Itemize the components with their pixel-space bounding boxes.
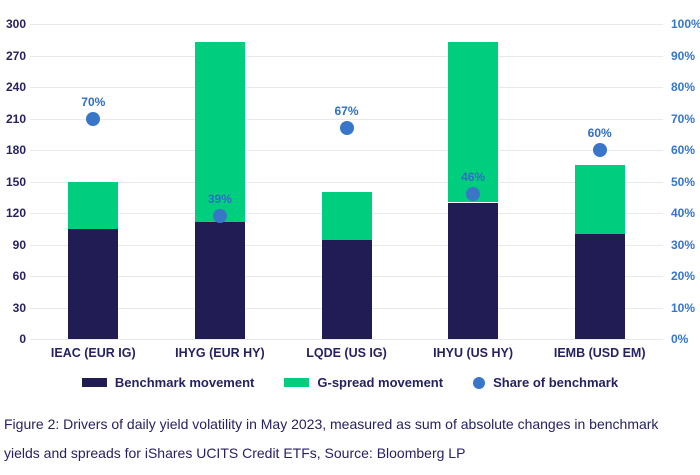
right-axis-tick: 70%	[671, 111, 696, 126]
left-axis-tick: 0	[19, 332, 26, 346]
gridline	[30, 55, 663, 57]
left-axis-tick: 300	[5, 17, 26, 31]
left-axis-tick: 60	[12, 269, 26, 283]
left-axis-tick: 180	[5, 143, 26, 157]
x-axis-category-label: IHYG (EUR HY)	[175, 346, 265, 360]
gridline	[30, 181, 663, 183]
benchmark-swatch-icon	[81, 378, 107, 387]
share-of-benchmark-dot	[339, 120, 354, 135]
x-axis-category-label: LQDE (US IG)	[306, 346, 387, 360]
gspread-swatch-icon	[284, 378, 310, 387]
share-of-benchmark-label: 39%	[207, 192, 232, 207]
right-axis-tick: 40%	[671, 206, 696, 220]
share-dot-icon	[473, 376, 486, 389]
x-axis-category-label: IEMB (USD EM)	[553, 346, 646, 360]
right-axis-tick: 0%	[671, 332, 689, 346]
share-of-benchmark-dot	[86, 111, 101, 126]
bar-segment-benchmark	[194, 222, 245, 339]
gridline	[30, 150, 663, 151]
figure-caption: Figure 2: Drivers of daily yield volatil…	[4, 416, 659, 461]
left-axis-tick: 270	[5, 48, 26, 63]
bar-segment-gspread	[68, 181, 119, 229]
x-axis-category-label: IHYU (US HY)	[433, 346, 514, 360]
bar-segment-gspread	[194, 41, 245, 223]
legend-item-share-of-benchmark: Share of benchmark	[473, 376, 618, 389]
legend-item-gspread-movement: G-spread movement	[284, 376, 443, 389]
left-axis-tick: 30	[12, 300, 26, 315]
right-axis-tick: 100%	[671, 17, 700, 31]
gridline	[30, 24, 663, 25]
right-axis-tick: 80%	[671, 80, 696, 94]
right-axis-tick: 20%	[671, 269, 696, 283]
yield-volatility-chart: Benchmark movement G-spread movement Sha…	[0, 17, 700, 389]
bar-segment-gspread	[448, 41, 499, 203]
right-axis-tick: 60%	[671, 143, 696, 157]
right-axis-tick: 10%	[671, 300, 696, 315]
bar-segment-gspread	[574, 164, 625, 234]
left-axis-tick: 150	[5, 174, 26, 189]
left-axis-tick: 210	[5, 111, 26, 126]
left-axis-tick: 120	[5, 206, 26, 220]
right-axis-tick: 90%	[671, 48, 696, 63]
right-axis-tick: 30%	[671, 237, 696, 252]
share-of-benchmark-dot	[466, 187, 481, 202]
bar-segment-benchmark	[321, 240, 372, 339]
legend-label: G-spread movement	[317, 375, 444, 390]
share-of-benchmark-dot	[592, 143, 607, 157]
left-axis-tick: 90	[12, 237, 26, 252]
x-axis-category-label: IEAC (EUR IG)	[50, 346, 136, 360]
share-of-benchmark-dot	[212, 209, 227, 224]
chart-legend: Benchmark movement G-spread movement Sha…	[0, 376, 700, 389]
gridline	[30, 118, 663, 120]
share-of-benchmark-label: 70%	[81, 94, 106, 109]
right-axis-tick: 50%	[671, 174, 696, 189]
bar-segment-benchmark	[68, 228, 119, 339]
gridline	[30, 339, 663, 340]
legend-label: Share of benchmark	[493, 375, 619, 390]
bar-segment-gspread	[321, 192, 372, 241]
legend-label: Benchmark movement	[114, 375, 255, 390]
share-of-benchmark-label: 67%	[334, 103, 359, 118]
left-axis-tick: 240	[5, 80, 26, 94]
share-of-benchmark-label: 60%	[587, 126, 612, 140]
legend-item-benchmark-movement: Benchmark movement	[81, 375, 255, 390]
bar-segment-benchmark	[574, 234, 625, 339]
share-of-benchmark-label: 46%	[461, 170, 486, 185]
gridline	[30, 87, 663, 88]
bar-segment-benchmark	[448, 202, 499, 339]
